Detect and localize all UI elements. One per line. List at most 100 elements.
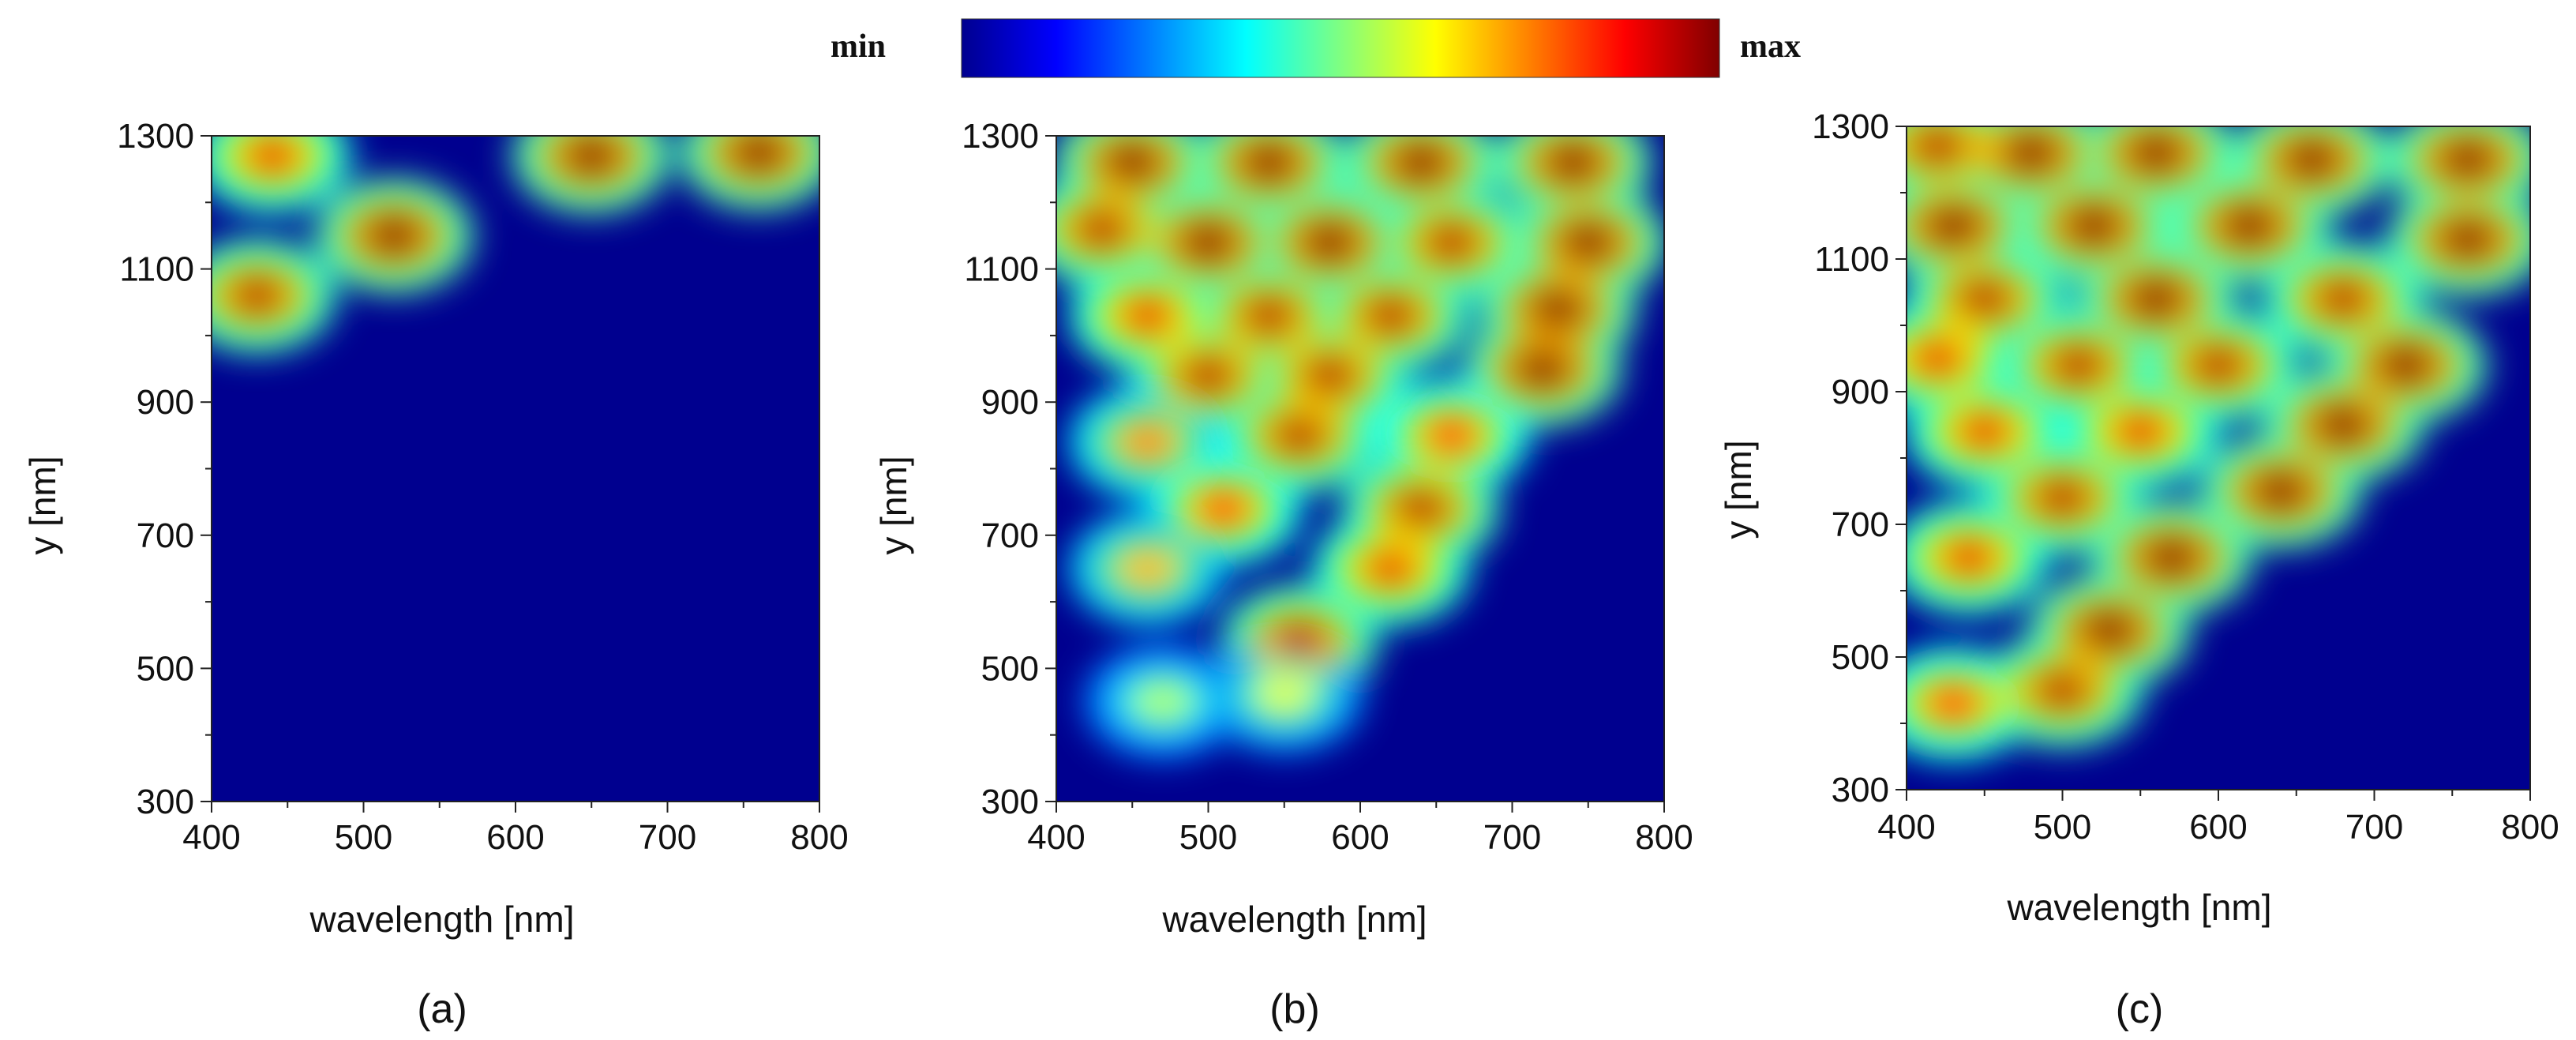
heatmap-hotspot-layer-b	[1056, 136, 1640, 737]
y-tick-label: 700	[1832, 505, 1889, 544]
x-axis-label-c: wavelength [nm]	[2007, 887, 2272, 928]
panel-label-b: (b)	[1269, 986, 1320, 1032]
x-tick-label: 700	[639, 818, 696, 857]
x-tick-label: 800	[1635, 818, 1693, 857]
y-tick-label: 300	[1832, 771, 1889, 809]
heatmap-hotspot	[1178, 220, 1239, 264]
x-tick-label: 600	[2189, 808, 2247, 847]
heatmap-hotspot-layer-a	[212, 136, 811, 331]
heatmap-hotspot	[1390, 141, 1452, 184]
heatmap-hotspot	[1360, 294, 1421, 337]
x-axis-label-a: wavelength [nm]	[309, 899, 575, 940]
heatmap-hotspot	[561, 136, 622, 178]
y-tick-label: 900	[981, 383, 1039, 422]
y-tick-label: 1100	[1814, 240, 1889, 279]
ticks-b: 400 500 600 700 800 300 500 700 900 1100 1300	[962, 117, 1693, 857]
x-tick-label: 500	[335, 818, 392, 857]
y-tick-label: 300	[137, 783, 194, 821]
heatmap-hotspot	[1543, 141, 1603, 184]
heatmap-hotspot	[2312, 277, 2375, 321]
heatmap-hotspot	[1907, 126, 1969, 168]
heatmap-hotspot	[1117, 546, 1178, 590]
heatmap-hotspot	[227, 274, 288, 317]
heatmap-hotspot	[1527, 287, 1588, 331]
heatmap-hotspot	[2109, 410, 2172, 453]
panel-a: 400 500 600 700 800 300 500 700 900 1100 1300 wave…	[22, 117, 849, 1032]
heatmap-b	[1056, 136, 1664, 802]
heatmap-hotspot	[1132, 680, 1194, 723]
heatmap-hotspot	[2436, 138, 2499, 181]
heatmap-hotspot	[1269, 620, 1330, 663]
heatmap-hotspot	[2312, 404, 2375, 446]
x-axis-label-b: wavelength [nm]	[1162, 899, 1427, 940]
heatmap-hotspot	[2078, 609, 2141, 652]
heatmap-hotspot	[1953, 277, 2016, 321]
heatmap-hotspot	[1937, 536, 2000, 579]
heatmap-hotspot	[2218, 205, 2281, 247]
x-tick-label: 500	[1179, 818, 1237, 857]
heatmap-hotspot	[2140, 536, 2203, 579]
heatmap-hotspot	[2374, 344, 2437, 387]
heatmap-hotspot	[1922, 681, 1985, 725]
heatmap-hotspot	[2249, 470, 2312, 512]
y-axis-label-b: y [nm]	[873, 456, 914, 554]
heatmap-hotspot	[2046, 344, 2109, 387]
y-tick-label: 1300	[962, 117, 1039, 156]
y-axis-label-a: y [nm]	[22, 456, 63, 554]
heatmap-hotspot-layer-c	[1907, 126, 2522, 738]
y-tick-label: 1300	[117, 117, 194, 156]
heatmap-hotspot	[1390, 487, 1452, 531]
x-tick-label: 400	[1877, 808, 1935, 847]
heatmap-hotspot	[2281, 138, 2343, 181]
heatmap-hotspot	[1117, 420, 1178, 464]
heatmap-hotspot	[1512, 347, 1573, 391]
panel-label-c: (c)	[2116, 986, 2164, 1032]
panel-b: 400 500 600 700 800 300 500 700 900 1100 1300 wave…	[873, 117, 1693, 1032]
heatmap-hotspot	[1269, 414, 1330, 457]
heatmap-hotspot	[2000, 131, 2063, 175]
y-tick-label: 700	[137, 516, 194, 555]
y-tick-label: 700	[981, 516, 1039, 555]
y-tick-label: 300	[981, 783, 1039, 821]
heatmap-hotspot	[242, 136, 303, 178]
heatmap-hotspot	[1421, 220, 1482, 264]
heatmap-hotspot	[1299, 220, 1360, 264]
heatmap-hotspot	[1953, 410, 2016, 453]
heatmap-hotspot	[1421, 414, 1482, 457]
panel-c: 400 500 600 700 800 300 500 700 900 1100 1300 wave…	[1718, 107, 2559, 1032]
ticks-c: 400 500 600 700 800 300 500 700 900 1100 1300	[1812, 107, 2559, 847]
ticks-a: 400 500 600 700 800 300 500 700 900 1100 1300	[117, 117, 849, 857]
colorbar-min-label: min	[831, 28, 886, 65]
y-axis-label-c: y [nm]	[1718, 440, 1759, 539]
heatmap-hotspot	[728, 136, 789, 175]
heatmap-hotspot	[2124, 131, 2188, 175]
y-tick-label: 1300	[1812, 107, 1889, 146]
x-tick-label: 700	[1483, 818, 1541, 857]
x-tick-label: 400	[182, 818, 240, 857]
x-tick-label: 800	[790, 818, 848, 857]
y-tick-label: 900	[137, 383, 194, 422]
y-tick-label: 500	[137, 649, 194, 688]
heatmap-hotspot	[1922, 205, 1985, 247]
y-tick-label: 500	[981, 649, 1039, 688]
heatmap-background-a	[212, 136, 819, 802]
heatmap-hotspot	[1101, 141, 1163, 184]
heatmap-hotspot	[1193, 487, 1254, 531]
colorbar-max-label: max	[1740, 28, 1801, 65]
heatmap-hotspot	[1360, 546, 1421, 590]
heatmap-a	[212, 136, 819, 802]
x-tick-label: 500	[2034, 808, 2091, 847]
x-tick-label: 600	[1331, 818, 1389, 857]
heatmap-hotspot	[2062, 205, 2125, 247]
x-tick-label: 600	[486, 818, 544, 857]
heatmap-hotspot	[1117, 294, 1178, 337]
heatmap-hotspot	[1254, 674, 1315, 717]
y-tick-label: 500	[1832, 638, 1889, 677]
colorbar: min max	[831, 18, 1801, 78]
heatmap-hotspot	[1558, 220, 1619, 264]
heatmap-hotspot	[1907, 337, 1969, 380]
heatmap-hotspot	[2187, 344, 2250, 387]
x-tick-label: 400	[1027, 818, 1085, 857]
heatmap-hotspot	[1178, 354, 1239, 397]
